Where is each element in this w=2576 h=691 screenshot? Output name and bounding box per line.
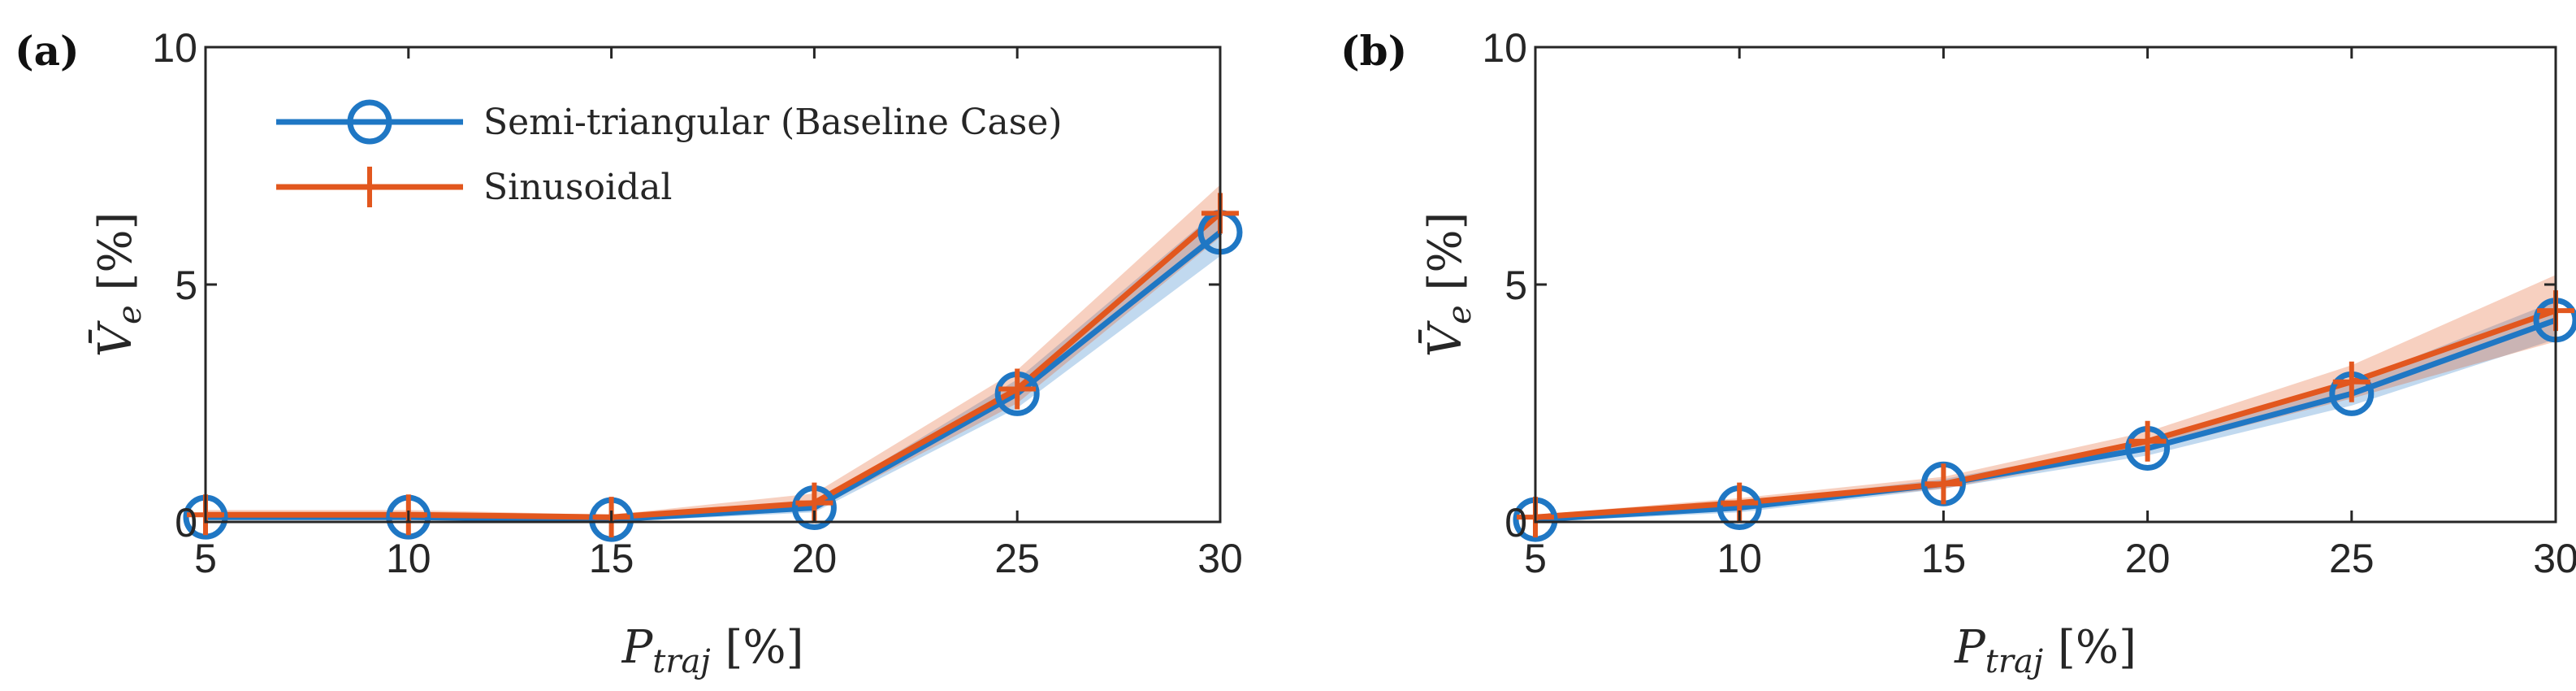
y-tick-label: 10 [1482,25,1527,71]
y-tick-label: 0 [175,500,197,545]
legend-marker-circle [347,99,392,145]
confidence-band-1 [1535,301,2556,522]
y-tick-label: 10 [152,25,197,71]
panel-label: (b) [1340,27,1407,75]
x-tick-label: 25 [994,536,1040,581]
series-line-2 [206,211,1223,520]
x-tick-label: 20 [2125,536,2171,581]
panel-label: (a) [15,27,80,75]
x-tick-label: 30 [2533,536,2576,581]
x-tick-label: 5 [194,536,217,581]
data-point-plus [2332,361,2370,402]
series-line-1 [206,230,1223,523]
series-line-1 [1535,317,2557,523]
x-tick-label: 10 [1717,536,1762,581]
y-axis-label: V̄e [%] [1418,212,1478,358]
confidence-band-2 [1535,275,2556,520]
x-tick-label: 10 [386,536,431,581]
y-tick-label: 5 [175,263,197,308]
axes-box [1534,46,2557,524]
legend-marker-plus [351,167,388,207]
x-tick-label: 15 [1921,536,1967,581]
y-axis-label: V̄e [%] [88,212,149,358]
y-tick-label: 5 [1504,263,1527,308]
confidence-band-1 [206,208,1220,522]
x-axis-label: Ptraj [%] [1954,621,2137,680]
x-tick-label: 25 [2329,536,2375,581]
data-point-plus [1924,463,1963,505]
data-point-plus [2128,420,2167,462]
x-axis-label: Ptraj [%] [621,621,804,680]
x-tick-label: 30 [1197,536,1243,581]
legend-label-2: Sinusoidal [483,167,673,208]
x-tick-label: 5 [1524,536,1547,581]
y-tick-label: 0 [1504,500,1527,545]
legend-label-1: Semi-triangular (Baseline Case) [483,102,1063,143]
x-tick-label: 15 [589,536,634,581]
series-line-2 [1535,307,2557,520]
data-point-plus [998,368,1037,410]
x-tick-label: 20 [792,536,838,581]
